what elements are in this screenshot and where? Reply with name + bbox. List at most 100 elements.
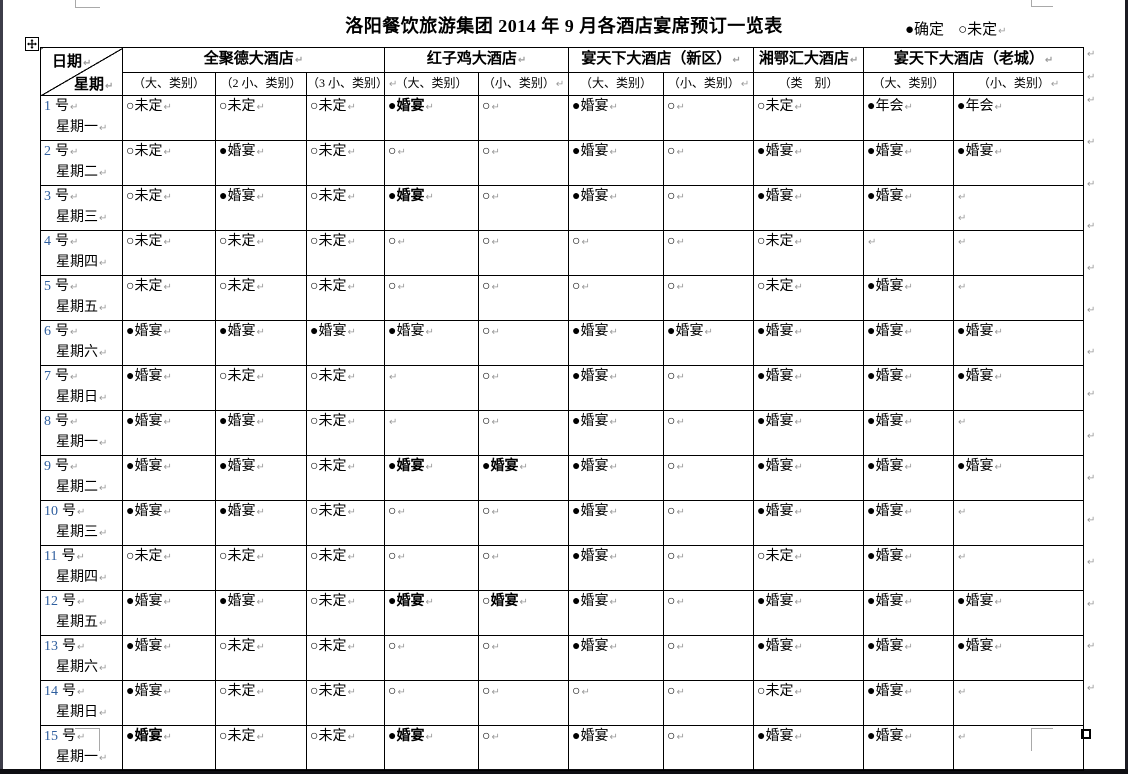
booking-cell[interactable]: ○↵ [663, 275, 755, 321]
booking-cell[interactable]: ●婚宴↵ [384, 590, 480, 636]
booking-cell[interactable]: ●婚宴↵ [305, 320, 386, 366]
booking-cell[interactable]: ○未定↵ [305, 455, 386, 501]
booking-cell[interactable]: ●婚宴↵ [863, 680, 955, 726]
booking-cell[interactable]: ○未定↵ [215, 545, 307, 591]
booking-cell[interactable]: ●婚宴↵ [753, 320, 865, 366]
date-cell[interactable]: 8 号↵ 星期一↵ [40, 410, 123, 456]
booking-cell[interactable]: ○↵ [384, 635, 480, 681]
booking-cell[interactable]: ○未定↵ [215, 230, 307, 276]
booking-cell[interactable]: ○↵ [663, 185, 755, 231]
subcolumn-header[interactable]: （大、类别） [384, 72, 480, 96]
booking-cell[interactable]: ●年会↵ [953, 95, 1085, 141]
booking-cell[interactable]: ○↵ [663, 725, 755, 771]
booking-cell[interactable]: ●婚宴↵ [953, 455, 1085, 501]
booking-cell[interactable]: ↵ [863, 230, 955, 276]
booking-cell[interactable]: ○未定↵ [305, 230, 386, 276]
date-cell[interactable]: 4 号↵ 星期四↵ [40, 230, 123, 276]
booking-cell[interactable]: ●婚宴↵ [953, 635, 1085, 681]
date-cell[interactable]: 12 号↵ 星期五↵ [40, 590, 123, 636]
booking-cell[interactable]: ●婚宴↵ [953, 140, 1085, 186]
booking-cell[interactable]: ○未定↵ [305, 275, 386, 321]
booking-cell[interactable]: ○↵ [384, 500, 480, 546]
booking-cell[interactable]: ●婚宴↵ [568, 410, 665, 456]
booking-cell[interactable]: ●婚宴↵ [122, 635, 216, 681]
booking-cell[interactable]: ●婚宴↵ [753, 500, 865, 546]
date-cell[interactable]: 1 号↵ 星期一↵ [40, 95, 123, 141]
booking-cell[interactable]: ●婚宴↵ [863, 365, 955, 411]
booking-cell[interactable]: ○未定↵ [122, 230, 216, 276]
booking-cell[interactable]: ○未定↵ [753, 230, 865, 276]
hotel-header-xiangehui[interactable]: 湘鄂汇大酒店↵ [753, 47, 865, 73]
booking-cell[interactable]: ○↵ [478, 95, 570, 141]
booking-cell[interactable]: ○↵ [478, 500, 570, 546]
booking-cell[interactable]: ○未定↵ [122, 275, 216, 321]
date-week-corner-cell[interactable]: 日期↵ 星期↵ [40, 47, 123, 96]
booking-cell[interactable]: ●婚宴↵ [753, 410, 865, 456]
booking-cell[interactable]: ○↵ [478, 725, 570, 771]
booking-cell[interactable]: ●婚宴↵ [953, 320, 1085, 366]
booking-cell[interactable]: ●婚宴↵ [863, 140, 955, 186]
booking-cell[interactable]: ○↵ [478, 410, 570, 456]
booking-cell[interactable]: ●婚宴↵ [568, 365, 665, 411]
hotel-header-yantianxia-laocheng[interactable]: 宴天下大酒店（老城）↵ [863, 47, 1085, 73]
booking-cell[interactable]: ○未定↵ [753, 275, 865, 321]
booking-cell[interactable]: ●年会↵ [863, 95, 955, 141]
booking-cell[interactable]: ○↵ [384, 140, 480, 186]
booking-cell[interactable]: ○↵ [663, 680, 755, 726]
booking-cell[interactable]: ●婚宴↵ [215, 455, 307, 501]
booking-cell[interactable]: ●婚宴↵ [384, 725, 480, 771]
booking-cell[interactable]: ○未定↵ [305, 590, 386, 636]
booking-cell[interactable]: ○未定↵ [215, 680, 307, 726]
booking-cell[interactable]: ○未定↵ [305, 185, 386, 231]
booking-cell[interactable]: ○↵ [663, 545, 755, 591]
booking-cell[interactable]: ●婚宴↵ [384, 320, 480, 366]
booking-cell[interactable]: ●婚宴↵ [568, 455, 665, 501]
booking-cell[interactable]: ●婚宴↵ [568, 725, 665, 771]
booking-cell[interactable]: ●婚宴↵ [753, 140, 865, 186]
booking-cell[interactable]: ●婚宴↵ [863, 320, 955, 366]
booking-cell[interactable]: ○↵ [663, 140, 755, 186]
booking-cell[interactable]: ●婚宴↵ [863, 275, 955, 321]
subcolumn-header[interactable]: （类 别） [753, 72, 865, 96]
booking-cell[interactable]: ●婚宴↵ [863, 590, 955, 636]
booking-cell[interactable]: ●婚宴↵ [568, 140, 665, 186]
booking-cell[interactable]: ○未定↵ [305, 545, 386, 591]
booking-cell[interactable]: ●婚宴↵ [122, 590, 216, 636]
booking-cell[interactable]: ○未定↵ [215, 95, 307, 141]
booking-cell[interactable]: ○↵ [663, 230, 755, 276]
booking-cell[interactable]: ↵ [953, 275, 1085, 321]
booking-cell[interactable]: ○↵ [478, 275, 570, 321]
booking-cell[interactable]: ●婚宴↵ [122, 410, 216, 456]
date-cell[interactable]: 10 号↵ 星期三↵ [40, 500, 123, 546]
booking-cell[interactable]: ●婚宴↵ [215, 320, 307, 366]
booking-cell[interactable]: ○↵ [478, 185, 570, 231]
booking-cell[interactable]: ○↵ [478, 635, 570, 681]
booking-cell[interactable]: ●婚宴↵ [753, 365, 865, 411]
booking-cell[interactable]: ●婚宴↵ [863, 725, 955, 771]
hotel-header-quanjude[interactable]: 全聚德大酒店↵ [121, 47, 386, 73]
booking-cell[interactable]: ●婚宴↵ [122, 500, 216, 546]
booking-cell[interactable]: ●婚宴↵ [953, 365, 1085, 411]
booking-cell[interactable]: ○↵ [568, 275, 665, 321]
booking-cell[interactable]: ●婚宴↵ [953, 590, 1085, 636]
booking-cell[interactable]: ○↵ [384, 275, 480, 321]
date-cell[interactable]: 11 号↵ 星期四↵ [40, 545, 123, 591]
booking-cell[interactable]: ●婚宴↵ [215, 140, 307, 186]
booking-cell[interactable]: ●婚宴↵ [215, 590, 307, 636]
booking-cell[interactable]: ↵ [953, 725, 1085, 771]
booking-cell[interactable]: ○↵ [478, 230, 570, 276]
booking-cell[interactable]: ↵ ↵ [953, 185, 1085, 231]
booking-cell[interactable]: ●婚宴↵ [568, 95, 665, 141]
booking-cell[interactable]: ●婚宴↵ [122, 725, 216, 771]
booking-cell[interactable]: ●婚宴↵ [568, 545, 665, 591]
booking-cell[interactable]: ○未定↵ [753, 95, 865, 141]
subcolumn-header[interactable]: （2 小、类别） [215, 72, 307, 96]
booking-cell[interactable]: ○未定↵ [122, 140, 216, 186]
booking-cell[interactable]: ●婚宴↵ [863, 545, 955, 591]
subcolumn-header[interactable]: （大、类别） [122, 72, 216, 96]
booking-cell[interactable]: ●婚宴↵ [122, 455, 216, 501]
booking-cell[interactable]: ●婚宴↵ [384, 95, 480, 141]
booking-cell[interactable]: ○↵ [384, 680, 480, 726]
booking-cell[interactable]: ●婚宴↵ [215, 185, 307, 231]
date-cell[interactable]: 5 号↵ 星期五↵ [40, 275, 123, 321]
